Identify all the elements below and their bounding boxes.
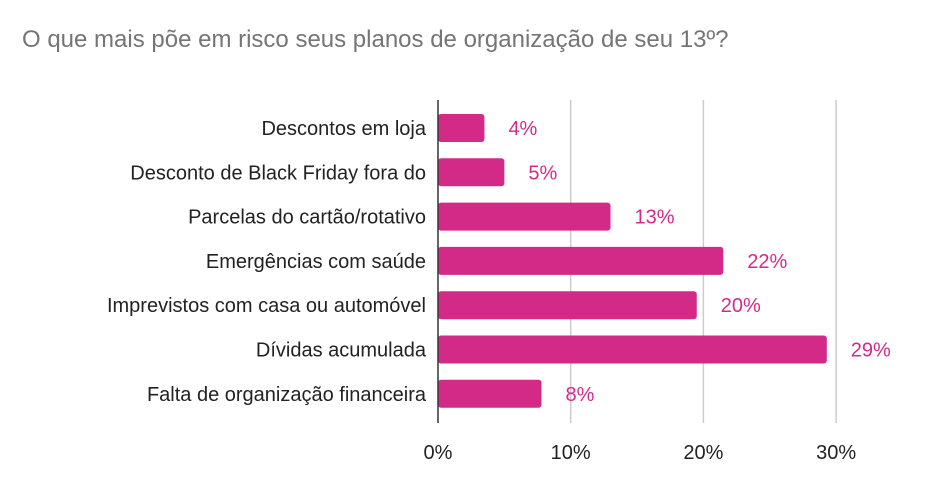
data-label: 8%	[566, 384, 595, 406]
data-label: 13%	[635, 207, 675, 229]
category-label: Falta de organização financeira	[147, 384, 427, 406]
bar	[438, 291, 697, 320]
category-label: Emergências com saúde	[206, 251, 426, 273]
bar	[438, 246, 724, 275]
bar	[438, 335, 827, 364]
bar	[438, 202, 611, 231]
x-tick-label: 10%	[551, 442, 591, 464]
chart-title: O que mais põe em risco seus planos de o…	[22, 26, 729, 53]
category-labels: Descontos em loja Desconto de Black Frida…	[107, 118, 427, 406]
x-tick-label: 0%	[424, 442, 453, 464]
category-label: Dívidas acumulada	[256, 340, 427, 362]
bar	[438, 114, 485, 142]
x-tick-label: 30%	[816, 442, 856, 464]
data-label: 22%	[747, 251, 787, 273]
category-label: Desconto de Black Friday fora do	[130, 162, 426, 184]
category-label: Descontos em loja	[261, 118, 426, 140]
data-labels: 4% 5% 13% 22% 20% 29% 8%	[508, 118, 891, 406]
data-label: 20%	[721, 295, 761, 317]
data-label: 4%	[508, 118, 537, 140]
bar	[438, 158, 505, 187]
x-tick-labels: 0% 10% 20% 30%	[424, 442, 857, 464]
bar	[438, 379, 542, 408]
data-label: 5%	[528, 162, 557, 184]
category-label: Parcelas do cartão/rotativo	[188, 207, 426, 229]
category-label: Imprevistos com casa ou automóvel	[107, 295, 426, 317]
x-tick-label: 20%	[683, 442, 723, 464]
bars	[438, 114, 827, 408]
data-label: 29%	[851, 340, 891, 362]
